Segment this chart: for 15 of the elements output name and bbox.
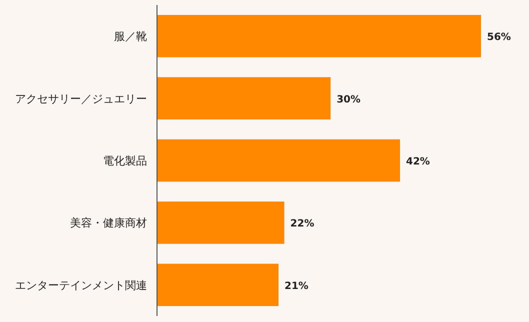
bar	[157, 202, 284, 244]
bar	[157, 139, 400, 182]
y-tick-label: 美容・健康商材	[70, 216, 147, 230]
data-label: 30%	[336, 94, 361, 106]
data-label: 21%	[284, 280, 308, 292]
data-label: 42%	[406, 156, 430, 168]
bar	[157, 14, 481, 58]
bar	[157, 264, 278, 306]
bar	[157, 77, 331, 120]
data-label: 56%	[487, 32, 511, 44]
y-tick-label: 服／靴	[114, 30, 147, 44]
y-tick-label: アクセサリー／ジュエリー	[15, 92, 147, 106]
data-label: 22%	[290, 218, 314, 230]
y-tick-label: エンターテインメント関連	[15, 278, 147, 292]
y-tick-label: 電化製品	[103, 154, 147, 168]
